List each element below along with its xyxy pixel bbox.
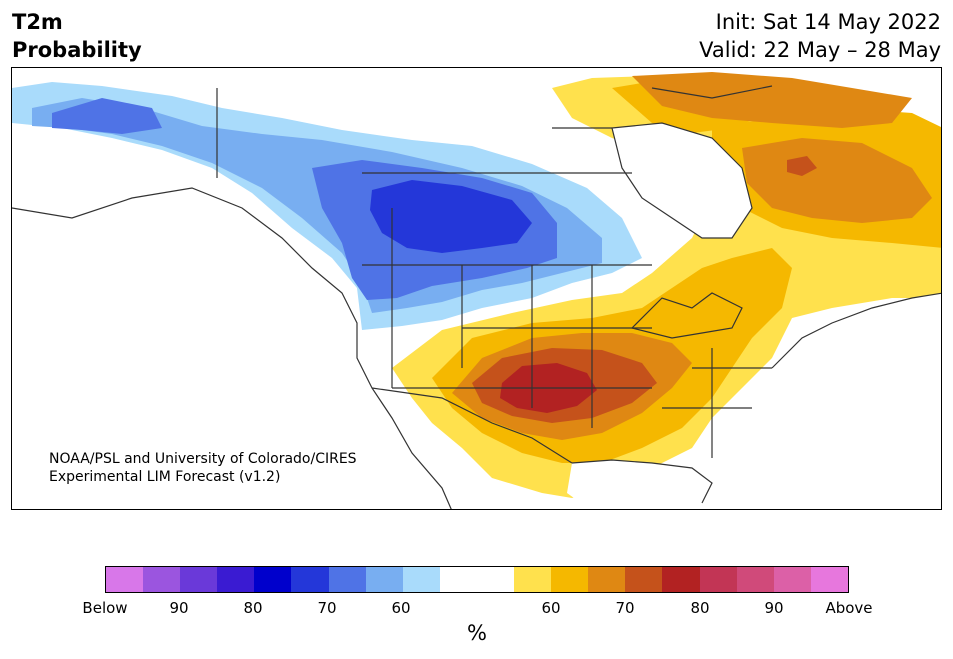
tick-below-80: 80 (243, 599, 263, 617)
colorbar-segment (736, 567, 774, 592)
init-date: Init: Sat 14 May 2022 (715, 10, 941, 34)
colorbar-segment (217, 567, 255, 592)
colorbar-segment (662, 567, 700, 592)
tick-above-90: 90 (764, 599, 784, 617)
colorbar-segment (106, 567, 144, 592)
cold-region-90 (370, 180, 532, 253)
map-svg (12, 72, 941, 509)
credit-line-1: NOAA/PSL and University of Colorado/CIRE… (49, 451, 357, 467)
colorbar-segment (773, 567, 811, 592)
warm-region-80-ne (742, 138, 932, 223)
colorbar (105, 566, 849, 593)
tick-above: Above (825, 599, 873, 617)
colorbar-segment (180, 567, 218, 592)
cold-region-80-west (52, 98, 162, 134)
colorbar-segment (588, 567, 626, 592)
date-block: Init: Sat 14 May 2022 Valid: 22 May – 28… (699, 8, 941, 64)
tick-below-90: 90 (169, 599, 189, 617)
borders (12, 85, 941, 509)
colorbar-segment (291, 567, 329, 592)
ocean-pacific (12, 188, 452, 509)
tick-above-60: 60 (541, 599, 561, 617)
credit-text: NOAA/PSL and University of Colorado/CIRE… (49, 450, 357, 486)
colorbar-segment (365, 567, 403, 592)
credit-line-2: Experimental LIM Forecast (v1.2) (49, 469, 281, 485)
title-block: T2m Probability (12, 8, 142, 64)
colorbar-segment (810, 567, 848, 592)
colorbar-segment (439, 567, 477, 592)
gulf-of-mexico (567, 460, 712, 509)
colorbar-segment (551, 567, 589, 592)
warm-region-90-spot (787, 156, 817, 176)
tick-above-70: 70 (615, 599, 635, 617)
forecast-map (11, 67, 942, 510)
tick-below: Below (82, 599, 128, 617)
tick-below-60: 60 (391, 599, 411, 617)
colorbar-segment (328, 567, 366, 592)
tick-below-70: 70 (317, 599, 337, 617)
colorbar-segment (402, 567, 440, 592)
colorbar-segment (514, 567, 552, 592)
variable-title: T2m (12, 10, 63, 34)
colorbar-unit: % (467, 621, 487, 645)
colorbar-segment (254, 567, 292, 592)
product-title: Probability (12, 38, 142, 62)
warm-region-80-north (632, 72, 912, 128)
tick-above-80: 80 (690, 599, 710, 617)
ocean-atlantic (575, 293, 941, 509)
colorbar-segment (625, 567, 663, 592)
colorbar-segment (143, 567, 181, 592)
valid-range: Valid: 22 May – 28 May (699, 38, 941, 62)
colorbar-segment (699, 567, 737, 592)
hudson-bay (612, 123, 752, 238)
colorbar-segment (476, 567, 515, 592)
